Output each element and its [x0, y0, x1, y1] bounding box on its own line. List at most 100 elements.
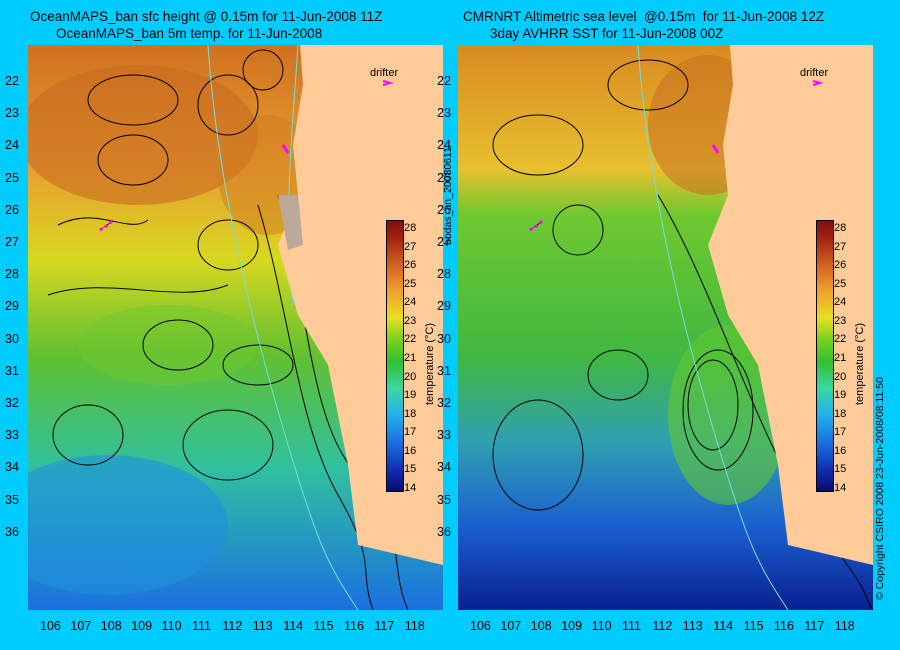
longitude-tick-label: 106	[40, 619, 61, 633]
colorbar-tick-label: 27	[834, 240, 847, 253]
colorbar-tick-label: 19	[834, 389, 847, 402]
latitude-tick-label: 34	[5, 460, 19, 475]
latitude-tick-label: 36	[437, 524, 451, 539]
colorbar-tick-label: 21	[404, 352, 417, 364]
colorbar-tick-label: 22	[404, 333, 417, 346]
longitude-tick-label: 114	[713, 619, 734, 633]
longitude-tick-label: 118	[404, 619, 425, 633]
colorbar-tick-label: 17	[404, 426, 417, 439]
colorbar-tick-label: 26	[404, 259, 417, 272]
colorbar-tick-label: 24	[834, 296, 847, 309]
colorbar-tick-label: 23	[404, 314, 417, 327]
right-map-panel: drifter	[458, 45, 873, 610]
longitude-tick-label: 113	[682, 619, 703, 633]
longitude-tick-label: 113	[252, 619, 273, 633]
colorbar-tick-label: 18	[404, 407, 417, 420]
longitude-tick-label: 106	[470, 619, 491, 633]
longitude-tick-label: 108	[100, 619, 122, 633]
colorbar-tick-label: 26	[834, 259, 847, 272]
longitude-tick-label: 111	[192, 619, 212, 633]
colorbar-tick-label: 22	[834, 333, 847, 346]
longitude-tick-label: 115	[313, 619, 334, 633]
latitude-tick-label: 30	[437, 331, 451, 346]
right-colorbar-title: temperature (°C)	[854, 322, 866, 405]
left-map-panel: drifter	[28, 45, 443, 610]
longitude-tick-label: 112	[222, 619, 243, 633]
latitude-tick-label: 29	[437, 299, 451, 314]
longitude-tick-label: 116	[344, 619, 364, 633]
longitude-tick-label: 114	[283, 619, 304, 633]
latitude-tick-label: 23	[5, 106, 19, 121]
latitude-tick-label: 26	[437, 202, 451, 217]
latitude-tick-label: 23	[437, 106, 451, 121]
longitude-tick-label: 110	[591, 619, 612, 633]
left-colorbar-title: temperature (°C)	[424, 322, 436, 405]
latitude-tick-label: 34	[437, 460, 451, 475]
latitude-tick-label: 27	[437, 235, 451, 249]
longitude-tick-label: 109	[561, 619, 583, 633]
colorbar-tick-label: 15	[404, 463, 417, 476]
left-drifter-label: drifter	[370, 67, 399, 79]
right-title-line2: 3day AVHRR SST for 11-Jun-2008 00Z	[490, 26, 724, 41]
longitude-tick-label: 108	[530, 619, 552, 633]
latitude-tick-label: 36	[5, 524, 19, 539]
colorbar-tick-label: 28	[404, 222, 417, 234]
latitude-tick-label: 31	[5, 363, 19, 378]
latitude-tick-label: 33	[5, 428, 19, 443]
latitude-tick-label: 26	[5, 202, 19, 217]
colorbar-tick-label: 16	[404, 444, 417, 457]
right-drifter-label: drifter	[800, 67, 829, 79]
latitude-tick-label: 33	[437, 428, 451, 443]
colorbar-tick-label: 20	[834, 370, 847, 383]
colorbar-tick-label: 15	[834, 463, 847, 476]
left-colorbar	[386, 220, 404, 492]
longitude-tick-label: 116	[774, 619, 794, 633]
latitude-tick-label: 22	[5, 74, 19, 88]
latitude-tick-label: 24	[5, 138, 19, 153]
longitude-tick-label: 107	[500, 619, 522, 633]
colorbar-tick-label: 23	[834, 314, 847, 327]
longitude-tick-label: 112	[652, 619, 673, 633]
colorbar-tick-label: 20	[404, 370, 417, 383]
left-title-line2: OceanMAPS_ban 5m temp. for 11-Jun-2008	[56, 26, 323, 41]
run-id-label: bodas_an_20080611	[442, 147, 454, 245]
latitude-tick-label: 25	[437, 170, 451, 185]
latitude-tick-label: 27	[5, 235, 19, 249]
longitude-tick-label: 117	[374, 619, 395, 633]
right-colorbar	[816, 220, 834, 492]
left-title-line1: OceanMAPS_ban sfc height @ 0.15m for 11-…	[30, 9, 383, 24]
colorbar-tick-label: 14	[834, 482, 847, 494]
colorbar-tick-label: 28	[834, 222, 847, 234]
colorbar-tick-label: 27	[404, 240, 417, 253]
longitude-tick-label: 115	[743, 619, 764, 633]
colorbar-tick-label: 24	[404, 296, 417, 309]
latitude-tick-label: 28	[5, 267, 19, 282]
longitude-tick-label: 111	[622, 619, 642, 633]
latitude-tick-label: 29	[5, 299, 19, 314]
colorbar-tick-label: 21	[834, 352, 847, 364]
latitude-tick-label: 32	[5, 396, 19, 410]
longitude-tick-label: 118	[834, 619, 855, 633]
colorbar-tick-label: 18	[834, 407, 847, 420]
latitude-tick-label: 35	[5, 492, 19, 507]
latitude-tick-label: 25	[5, 170, 19, 185]
longitude-tick-label: 107	[70, 619, 92, 633]
latitude-tick-label: 22	[437, 74, 451, 88]
copyright-label: © Copyright CSIRO 2008 23-Jun-2008/08:11…	[874, 377, 886, 600]
colorbar-tick-label: 25	[404, 277, 417, 290]
latitude-tick-label: 35	[437, 492, 451, 507]
colorbar-tick-label: 25	[834, 277, 847, 290]
longitude-tick-label: 110	[161, 619, 182, 633]
colorbar-tick-label: 16	[834, 444, 847, 457]
latitude-tick-label: 28	[437, 267, 451, 282]
right-title-line1: CMRNRT Altimetric sea level @0.15m for 1…	[463, 9, 825, 24]
colorbar-tick-label: 19	[404, 389, 417, 402]
colorbar-tick-label: 17	[834, 426, 847, 439]
latitude-tick-label: 30	[5, 331, 19, 346]
longitude-tick-label: 117	[804, 619, 825, 633]
colorbar-tick-label: 14	[404, 482, 417, 494]
latitude-tick-label: 24	[437, 138, 451, 153]
latitude-tick-label: 31	[437, 363, 451, 378]
latitude-tick-label: 32	[437, 396, 451, 410]
longitude-tick-label: 109	[131, 619, 153, 633]
